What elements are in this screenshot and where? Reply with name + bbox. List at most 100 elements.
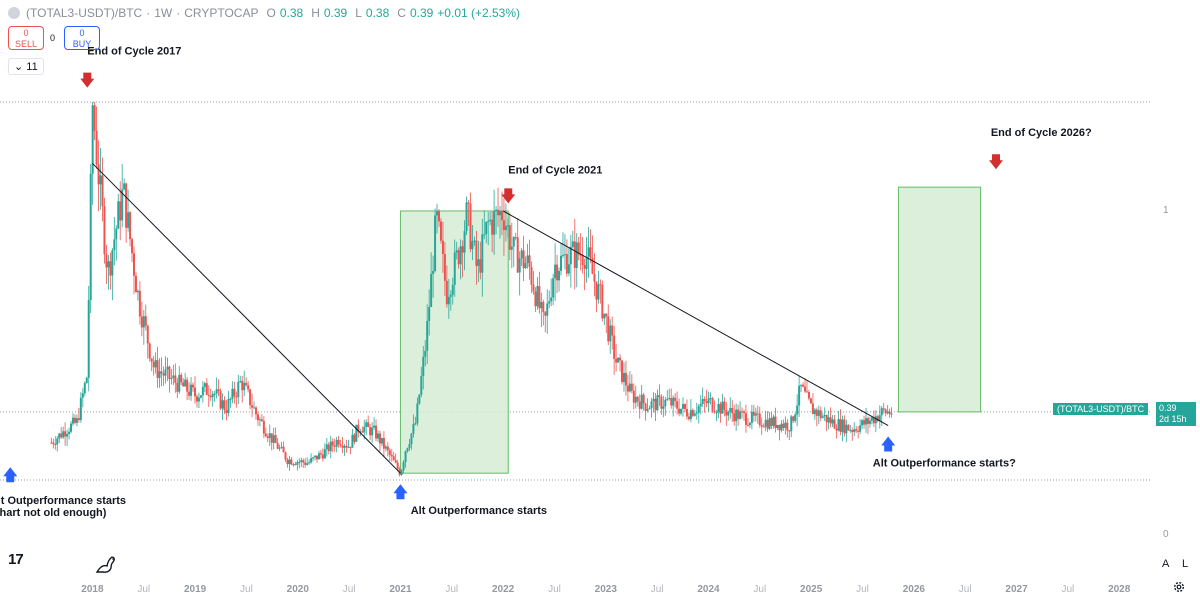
candle-body: [715, 412, 718, 414]
candle-body: [280, 446, 283, 448]
candle-body: [707, 398, 710, 404]
candle-body: [304, 462, 307, 465]
candle-body: [794, 414, 797, 421]
candle-body: [638, 401, 641, 409]
candle-body: [634, 396, 637, 403]
candle-body: [310, 458, 313, 463]
candle-body: [71, 417, 74, 424]
candle-body: [491, 219, 494, 235]
annotation-label[interactable]: End of Cycle 2017: [87, 45, 181, 57]
candle-body: [849, 430, 852, 432]
candle-body: [199, 395, 202, 398]
candle-body: [772, 416, 775, 426]
candle-body: [538, 286, 541, 309]
candle-body: [861, 420, 864, 426]
buy-button[interactable]: 0 BUY: [64, 26, 100, 50]
candle-body: [630, 383, 633, 391]
candle-body: [593, 273, 596, 282]
arrow-up-icon[interactable]: [881, 436, 896, 452]
candle-body: [274, 435, 277, 444]
header-separator: ·: [146, 6, 151, 20]
candle-body: [203, 383, 206, 387]
candle-body: [493, 210, 496, 235]
arrow-up-icon[interactable]: [393, 484, 408, 500]
candle-body: [205, 383, 208, 395]
candle-body: [390, 454, 393, 457]
candle-body: [382, 437, 385, 449]
indicators-toggle[interactable]: ⌄ 11: [8, 58, 44, 75]
annotation-label[interactable]: Alt Outperformance starts?: [873, 457, 1016, 469]
tradingview-logo-icon[interactable]: 17: [8, 551, 24, 568]
candle-body: [66, 433, 69, 437]
auto-scale-button[interactable]: A: [1162, 558, 1170, 570]
annotation-label[interactable]: End of Cycle 2021: [508, 165, 602, 177]
candle-body: [821, 416, 824, 418]
candle-body: [750, 411, 753, 423]
annotation-label[interactable]: Alt Outperformance starts: [0, 495, 126, 507]
chevron-down-icon: ⌄: [14, 61, 24, 73]
candle-body: [335, 439, 338, 447]
candle-body: [552, 278, 555, 298]
arrow-down-icon[interactable]: [80, 72, 95, 88]
annotation-label[interactable]: (chart not old enough): [0, 507, 107, 519]
arrow-down-icon[interactable]: [501, 188, 516, 204]
candle-body: [703, 399, 706, 402]
symbol-name[interactable]: (TOTAL3-USDT)/BTC: [26, 6, 143, 20]
x-axis-tick-label: Jul: [753, 584, 766, 595]
candle-body: [689, 410, 692, 420]
x-axis-tick-label: 2020: [287, 584, 310, 595]
candle-body: [77, 418, 80, 421]
interval[interactable]: 1W: [154, 6, 173, 20]
candle-body: [367, 422, 370, 428]
open-value: 0.38: [279, 6, 304, 20]
candle-body: [207, 394, 210, 396]
candle-body: [774, 416, 777, 429]
candle-body: [603, 313, 606, 319]
sell-button[interactable]: 0 SELL: [8, 26, 44, 50]
sell-price: 0: [23, 28, 29, 38]
candle-body: [231, 388, 234, 400]
x-axis-tick-label: Jul: [343, 584, 356, 595]
arrow-down-icon[interactable]: [988, 154, 1003, 170]
candle-body: [282, 446, 285, 453]
candle-body: [190, 384, 193, 396]
candle-body: [302, 460, 305, 463]
candle-body: [561, 254, 564, 256]
candle-body: [798, 385, 801, 406]
log-scale-button[interactable]: L: [1182, 558, 1189, 570]
dinosaur-icon[interactable]: [94, 552, 118, 576]
candle-body: [609, 325, 612, 342]
candle-body: [626, 385, 629, 392]
candle-body: [534, 291, 537, 307]
candle-body: [847, 424, 850, 431]
candle-body: [296, 462, 299, 465]
outperformance-box[interactable]: [897, 186, 982, 413]
candle-body: [58, 433, 61, 439]
x-axis-tick-label: Jul: [445, 584, 458, 595]
candle-body: [701, 399, 704, 405]
candle-body: [752, 411, 755, 416]
candle-body: [754, 413, 757, 416]
candle-body: [831, 419, 834, 424]
candle-body: [792, 416, 795, 421]
candle-body: [825, 414, 828, 423]
candle-body: [434, 215, 437, 271]
candle-body: [863, 420, 866, 425]
candle-body: [526, 255, 529, 264]
settings-gear-icon[interactable]: [1172, 580, 1186, 594]
trendline[interactable]: [502, 210, 889, 426]
candle-body: [146, 325, 149, 344]
annotation-label[interactable]: Alt Outperformance starts: [411, 505, 547, 517]
candle-body: [154, 360, 157, 368]
trendline[interactable]: [92, 162, 401, 474]
candle-body: [300, 460, 303, 462]
candle-body: [737, 409, 740, 419]
candle-body: [744, 413, 747, 425]
annotation-label[interactable]: End of Cycle 2026?: [991, 127, 1092, 139]
candle-body: [369, 427, 372, 436]
candle-body: [392, 456, 395, 461]
arrow-up-icon[interactable]: [3, 467, 18, 483]
candle-body: [54, 443, 57, 445]
